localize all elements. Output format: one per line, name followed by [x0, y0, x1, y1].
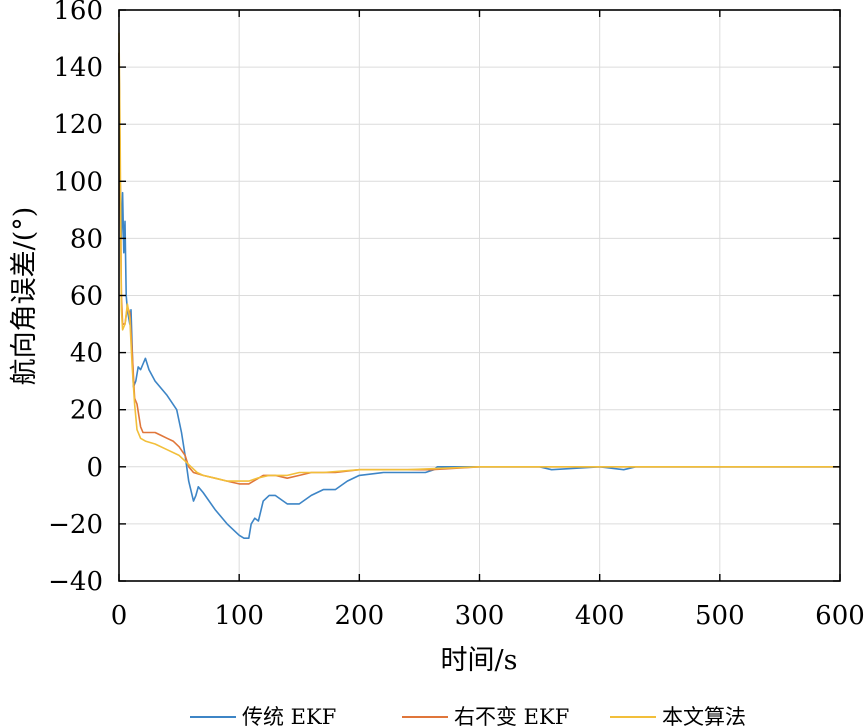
y-tick-label: 120: [53, 110, 103, 140]
series-line-3: [118, 32, 840, 482]
legend-label-3: 本文算法: [662, 705, 746, 728]
x-axis-title: 时间/s: [441, 645, 518, 676]
y-tick-label: 0: [86, 453, 103, 483]
y-tick-label: 80: [70, 224, 103, 254]
y-tick-label: 160: [53, 0, 103, 26]
x-tick-label: 400: [575, 601, 625, 631]
x-tick-label: 100: [214, 601, 264, 631]
y-tick-label: 40: [70, 339, 103, 369]
x-tick-label: 300: [455, 601, 505, 631]
x-tick-label: 500: [695, 601, 745, 631]
x-tick-label: 200: [335, 601, 385, 631]
legend: 传统 EKF 右不变 EKF 本文算法: [190, 705, 746, 728]
x-tick-label: 0: [111, 601, 128, 631]
y-tick-label: 100: [53, 167, 103, 197]
tick-marks: [118, 9, 841, 582]
y-tick-label: −40: [48, 567, 103, 597]
legend-label-2: 右不变 EKF: [454, 705, 569, 728]
y-axis-title: 航向角误差/(°): [9, 207, 40, 386]
series-lines: [118, 32, 840, 539]
x-tick-label: 600: [815, 601, 865, 631]
y-tick-label: −20: [48, 510, 103, 540]
y-tick-label: 140: [53, 53, 103, 83]
y-tick-label: 60: [70, 282, 103, 312]
y-tick-label: 20: [70, 396, 103, 426]
tick-labels: 0 100 200 300 400 500 600 −40 −20 0 20 40 60 80 100 120…: [48, 0, 865, 631]
legend-label-1: 传统 EKF: [242, 705, 336, 728]
